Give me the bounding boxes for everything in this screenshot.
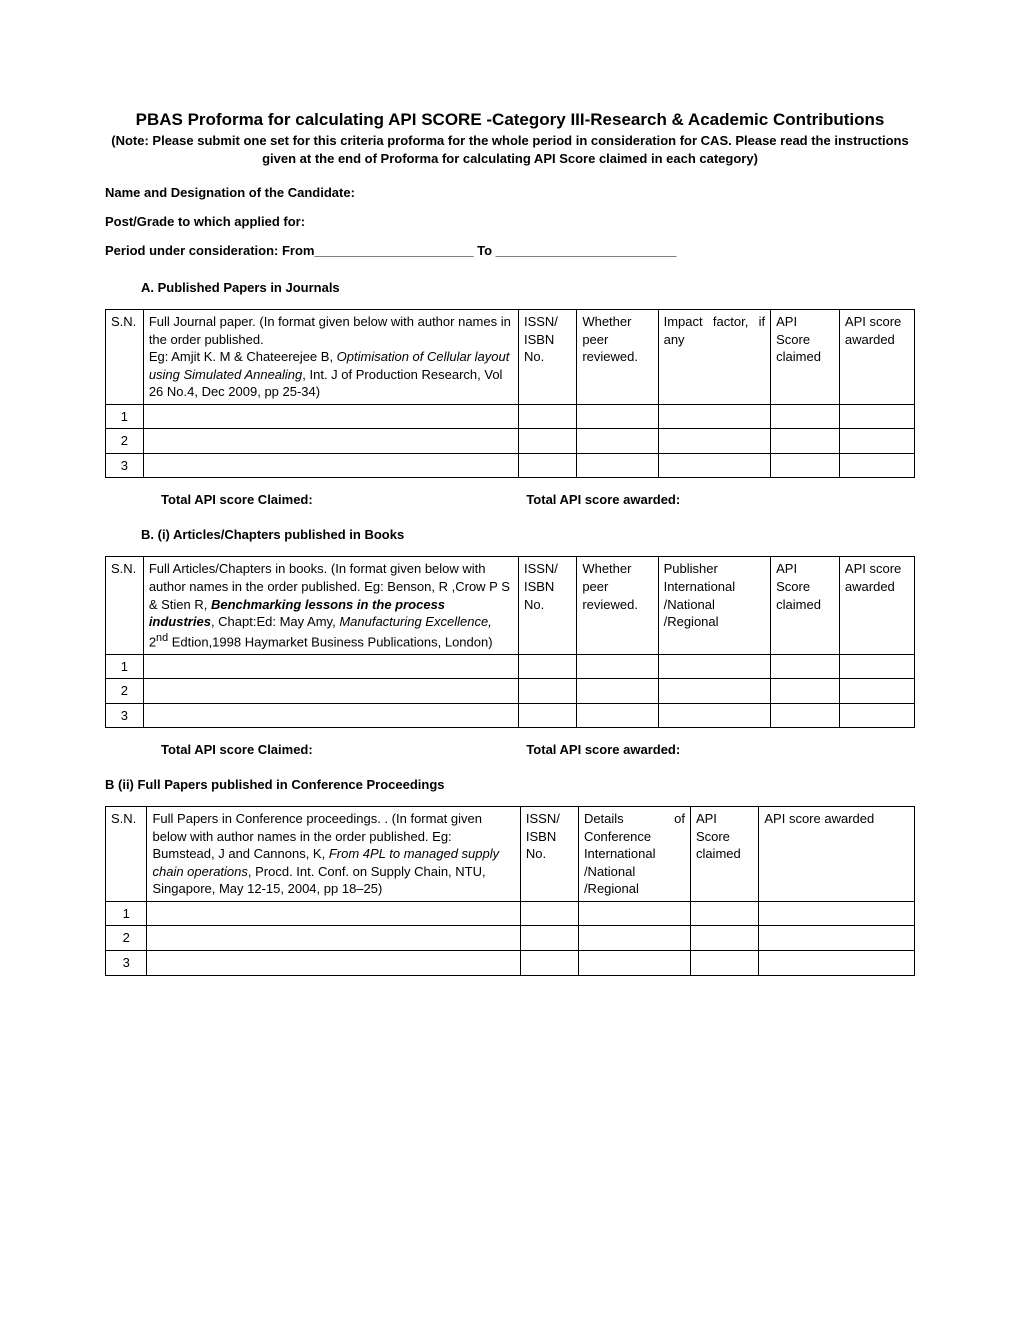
col-details-rest: Conference International /National /Regi… [584, 829, 656, 897]
table-section-b2: S.N. Full Papers in Conference proceedin… [105, 806, 915, 975]
col-article-italic: Manufacturing Excellence, [339, 614, 491, 629]
section-b2-heading: B (ii) Full Papers published in Conferen… [105, 777, 915, 792]
col-details-l1r: of [674, 810, 685, 828]
row-sn: 2 [106, 429, 144, 454]
table-row: 2 [106, 926, 915, 951]
totals-awarded: Total API score awarded: [526, 492, 680, 507]
table-row: 3 [106, 453, 915, 478]
col-paper-pre: Full Journal paper. (In format given bel… [149, 314, 511, 347]
col-claimed: API Score claimed [771, 310, 840, 405]
section-b1-heading: B. (i) Articles/Chapters published in Bo… [141, 527, 915, 542]
period-line: Period under consideration: From________… [105, 243, 915, 258]
totals-awarded: Total API score awarded: [526, 742, 680, 757]
row-sn: 3 [106, 951, 147, 976]
col-awarded: API score awarded [839, 310, 914, 405]
table-section-b1: S.N. Full Articles/Chapters in books. (I… [105, 556, 915, 728]
table-row: 2 [106, 679, 915, 704]
col-issn: ISSN/ ISBN No. [518, 557, 576, 654]
totals-claimed: Total API score Claimed: [161, 492, 313, 507]
period-prefix: Period under consideration: From [105, 243, 314, 258]
table-row: 3 [106, 951, 915, 976]
col-article-ed-sup: nd [156, 632, 168, 644]
table-row: 3 [106, 703, 915, 728]
table-header-row: S.N. Full Journal paper. (In format give… [106, 310, 915, 405]
section-a-heading: A. Published Papers in Journals [141, 280, 915, 295]
page-note: (Note: Please submit one set for this cr… [105, 132, 915, 167]
totals-a: Total API score Claimed: Total API score… [105, 492, 915, 507]
col-issn: ISSN/ ISBN No. [520, 807, 578, 902]
table-row: 1 [106, 654, 915, 679]
col-impact: Impact factor, if any [658, 310, 771, 405]
col-publisher: Publisher International /National /Regio… [658, 557, 771, 654]
col-awarded: API score awarded [759, 807, 915, 902]
period-from-line: ______________________ [314, 243, 473, 258]
col-claimed: API Score claimed [771, 557, 840, 654]
table-row: 1 [106, 901, 915, 926]
table-header-row: S.N. Full Papers in Conference proceedin… [106, 807, 915, 902]
row-sn: 2 [106, 679, 144, 704]
row-sn: 1 [106, 654, 144, 679]
row-sn: 1 [106, 901, 147, 926]
col-awarded: API score awarded [839, 557, 914, 654]
table-section-a: S.N. Full Journal paper. (In format give… [105, 309, 915, 478]
col-issn: ISSN/ ISBN No. [518, 310, 576, 405]
col-article: Full Articles/Chapters in books. (In for… [143, 557, 518, 654]
col-details: Details of Conference International /Nati… [578, 807, 690, 902]
candidate-name-label: Name and Designation of the Candidate: [105, 185, 915, 200]
post-grade-label: Post/Grade to which applied for: [105, 214, 915, 229]
row-sn: 1 [106, 404, 144, 429]
period-mid: To [474, 243, 496, 258]
col-paper-eg: Eg: Amjit K. M & Chateerejee B, [149, 349, 337, 364]
table-row: 1 [106, 404, 915, 429]
col-claimed: API Score claimed [690, 807, 758, 902]
col-article-post: Edtion,1998 Haymarket Business Publicati… [168, 634, 492, 649]
col-paper: Full Journal paper. (In format given bel… [143, 310, 518, 405]
col-article-ed-pre: 2 [149, 634, 156, 649]
col-peer: Whether peer reviewed. [577, 557, 658, 654]
col-sn: S.N. [106, 310, 144, 405]
col-article-mid: , Chapt:Ed: May Amy, [211, 614, 339, 629]
totals-claimed: Total API score Claimed: [161, 742, 313, 757]
col-sn: S.N. [106, 557, 144, 654]
page-title: PBAS Proforma for calculating API SCORE … [105, 110, 915, 130]
col-details-l1: Details [584, 810, 624, 828]
row-sn: 3 [106, 453, 144, 478]
col-sn: S.N. [106, 807, 147, 902]
period-to-line: _________________________ [496, 243, 677, 258]
row-sn: 2 [106, 926, 147, 951]
totals-b1: Total API score Claimed: Total API score… [105, 742, 915, 757]
table-row: 2 [106, 429, 915, 454]
col-peer: Whether peer reviewed. [577, 310, 658, 405]
col-conf: Full Papers in Conference proceedings. .… [147, 807, 520, 902]
table-header-row: S.N. Full Articles/Chapters in books. (I… [106, 557, 915, 654]
row-sn: 3 [106, 703, 144, 728]
